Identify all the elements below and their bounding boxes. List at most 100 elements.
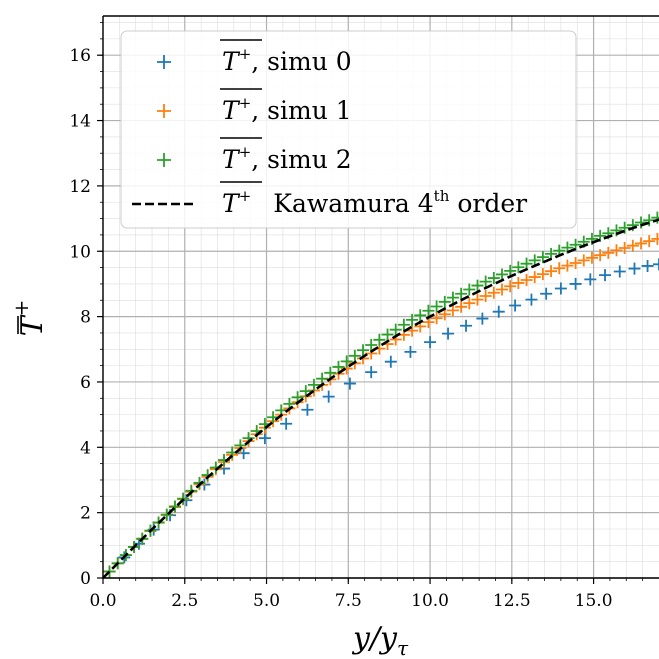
data-point [536,268,549,281]
data-point [512,276,525,289]
data-point [324,366,337,379]
legend-rest-sup: th [434,187,450,205]
x-tick-label: 7.5 [335,591,362,611]
data-point [430,312,443,325]
y-axis-label-main: T [15,314,50,336]
data-point [455,287,468,300]
data-point [569,257,582,270]
legend-entries: T+, simu 0T+, simu 1T+, simu 2T+ Kawamura… [132,39,527,218]
data-point [584,273,597,286]
data-point [525,293,538,306]
x-tick-label: 0.0 [89,591,116,611]
legend-entry-2: T+, simu 2 [157,137,352,174]
data-point [442,327,455,340]
y-tick-label: 8 [80,308,91,328]
data-point [628,262,641,275]
data-point [299,385,312,398]
data-point [397,318,410,331]
legend-sup: + [239,143,252,161]
data-point [496,283,509,296]
legend-entry-1: T+, simu 1 [157,88,352,125]
data-point [424,336,437,349]
legend-label: T+, simu 1 [222,94,352,125]
data-point [509,299,522,312]
data-point [357,344,370,357]
data-point [641,259,654,272]
y-tick-label: 10 [69,242,91,262]
legend-rest: , simu 1 [251,96,351,125]
x-axis-label-sub: τ [397,636,409,659]
data-point [455,300,468,313]
data-point [504,264,517,277]
y-axis-label: T+ [9,300,50,337]
data-point [446,291,459,304]
y-tick-label: 0 [80,569,91,589]
legend-rest: , simu 2 [251,145,351,174]
data-point [528,271,541,284]
data-point [168,500,181,513]
data-point [594,249,607,262]
y-tick-label: 16 [69,46,91,66]
data-point [504,280,517,293]
data-point [348,349,361,362]
data-point [613,265,626,278]
data-point [496,268,509,281]
data-point [422,304,435,317]
data-point [258,432,271,445]
legend-box [120,30,577,229]
data-point [479,290,492,303]
legend-entry-0: T+, simu 0 [157,39,352,76]
data-point [404,345,417,358]
legend-sup: + [239,187,252,205]
data-point [599,269,612,282]
data-point [528,254,541,267]
data-point [463,283,476,296]
data-point [479,275,492,288]
data-point [626,239,639,252]
legend-symbol: T [222,145,241,174]
data-point [463,297,476,310]
legend-label: T+ Kawamura 4th order [222,187,527,218]
ticks [97,22,644,584]
legend-rest: Kawamura 4 [273,189,433,218]
data-point [635,237,648,250]
data-point [340,355,353,368]
data-point [651,232,659,245]
legend: T+, simu 0T+, simu 1T+, simu 2T+ Kawamura… [120,30,577,229]
data-point [492,305,505,318]
legend-symbol: T [222,189,241,218]
data-point [610,244,623,257]
x-tick-label: 5.0 [253,591,280,611]
y-axis-label-text: T+ [9,300,50,337]
legend-label: T+, simu 2 [222,143,352,174]
data-point [553,262,566,275]
legend-rest: , simu 0 [251,47,351,76]
data-point [460,319,473,332]
x-tick-label: 10.0 [411,591,449,611]
data-point [487,286,500,299]
tick-labels: 0.0 2.5 5.0 7.5 10.0 12.5 15.0 0 2 4 6 8 10 12 14 16 [69,46,612,611]
data-point [322,390,335,403]
data-point [307,378,320,391]
data-point [512,261,525,274]
data-point [520,257,533,270]
data-point [540,287,553,300]
data-point [414,309,427,322]
plot-series [102,211,659,579]
legend-symbol: T [222,96,241,125]
legend-marker [157,153,171,167]
data-point [316,372,329,385]
data-point [332,360,345,373]
y-tick-label: 4 [80,438,91,458]
data-point [343,377,356,390]
data-point [406,313,419,326]
data-point [430,300,443,313]
data-point [545,265,558,278]
legend-sup: + [239,45,252,63]
legend-rest-end: order [449,189,527,218]
data-point [643,235,656,248]
data-point [103,565,116,578]
data-point [471,293,484,306]
data-point [471,279,484,292]
